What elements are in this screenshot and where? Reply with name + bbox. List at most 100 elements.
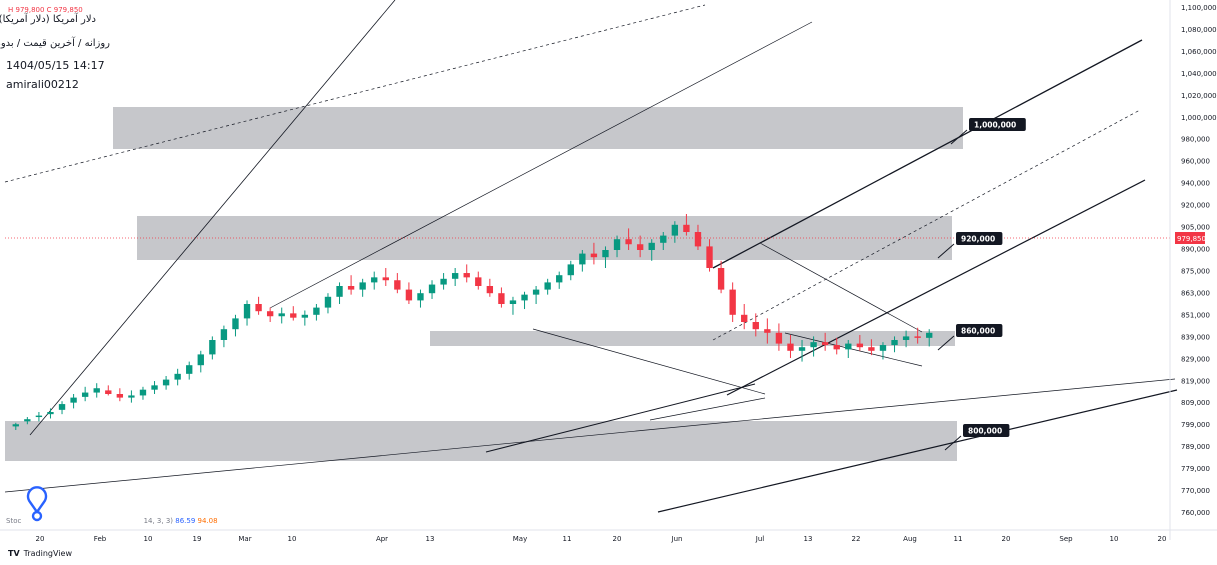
y-tick-label: 980,000	[1181, 136, 1210, 144]
zone-label-leader	[937, 243, 955, 259]
candle-body	[521, 294, 528, 301]
candle-body	[35, 415, 43, 418]
y-tick-label: 829,000	[1181, 355, 1210, 363]
candle-body	[706, 246, 713, 268]
candle-body	[451, 273, 459, 279]
candle-body	[498, 293, 505, 304]
x-tick-label: 13	[804, 535, 813, 543]
chart-subtitle: روزانه / آخرین قیمت / بدون تعدیل	[0, 38, 110, 49]
time-axis[interactable]: 20 Feb 10 19 Mar 10 Apr 13 May 11 20 Jun Jul 13 22 Aug 1…	[0, 529, 1217, 543]
zone-rect	[5, 421, 957, 461]
x-tick-label: 20	[613, 535, 622, 543]
y-tick-label: 779,000	[1181, 465, 1210, 473]
candle-body	[868, 347, 875, 351]
y-tick-label: 1,040,000	[1181, 70, 1217, 78]
candle-body	[47, 412, 54, 415]
candle-body	[162, 379, 170, 386]
candle-body	[556, 275, 563, 283]
zone-label-text: 920,000	[961, 235, 995, 244]
candle-body	[116, 394, 124, 398]
candle-body	[394, 280, 401, 290]
candle-body	[671, 224, 679, 236]
zone-label-leader	[950, 129, 968, 145]
candle-body	[405, 289, 413, 301]
candle-body	[856, 343, 864, 348]
zone-rect	[430, 331, 955, 346]
candle-body	[70, 397, 77, 403]
trend-line	[726, 179, 1146, 396]
x-tick-label: 20	[1002, 535, 1011, 543]
trend-line	[784, 332, 923, 367]
candle-body	[81, 392, 89, 397]
candle-body	[775, 332, 783, 344]
candle-body	[752, 322, 759, 330]
trend-line	[29, 0, 396, 436]
x-tick-label: Apr	[376, 535, 388, 543]
candle-body	[336, 286, 343, 297]
x-tick-label: Jun	[671, 535, 683, 543]
zone-label-badge	[956, 232, 1003, 245]
trend-line	[532, 328, 766, 395]
x-tick-label: Mar	[238, 535, 251, 543]
zone-label-badge	[963, 424, 1010, 437]
tradingview-brand: TradingView	[23, 549, 72, 558]
price-axis[interactable]: 760,000 770,000 779,000 789,000 799,000 809,0…	[1169, 0, 1217, 540]
y-tick-label: 863,000	[1181, 289, 1210, 297]
y-tick-label: 905,000	[1181, 224, 1210, 232]
x-tick-label: 11	[563, 535, 572, 543]
x-tick-label: 20	[36, 535, 45, 543]
candle-body	[879, 345, 887, 351]
candle-body	[486, 286, 494, 294]
trend-line	[657, 389, 1178, 513]
zone-label-badge	[956, 324, 1003, 337]
y-tick-label: 1,080,000	[1181, 26, 1217, 34]
candle-body	[301, 314, 309, 318]
trend-line	[485, 383, 756, 453]
candle-body	[926, 332, 933, 338]
zone-label-text: 800,000	[968, 427, 1002, 436]
y-tick-label: 851,000	[1181, 311, 1210, 319]
candle-body	[914, 336, 921, 338]
candlesticks	[12, 214, 933, 430]
support-resistance-zones	[5, 107, 963, 461]
tradingview-logo[interactable]: TV TradingView	[8, 549, 72, 558]
y-tick-label: 1,100,000	[1181, 4, 1217, 12]
candle-body	[810, 342, 817, 348]
x-tick-label: 13	[426, 535, 435, 543]
candle-body	[648, 242, 655, 250]
candle-body	[24, 419, 31, 422]
chart-title: دلار آمریکا (دلار آمریکا)	[0, 14, 96, 25]
x-tick-label: Sep	[1059, 535, 1073, 543]
x-tick-label: 10	[144, 535, 153, 543]
candle-body	[764, 329, 771, 333]
candle-body	[278, 313, 285, 317]
candle-body	[243, 304, 251, 319]
zone-label-leader	[937, 335, 955, 351]
candle-body	[625, 239, 632, 245]
candle-body	[590, 253, 598, 258]
candle-body	[532, 289, 540, 295]
candle-body	[347, 286, 355, 290]
candle-body	[579, 253, 586, 265]
candle-body	[694, 232, 702, 247]
candle-body	[567, 264, 574, 276]
candle-body	[58, 404, 66, 410]
candle-body	[891, 340, 898, 346]
candle-body	[717, 268, 725, 290]
chart-author: amirali00212	[6, 78, 79, 91]
trend-line	[649, 397, 766, 421]
candle-body	[821, 342, 829, 346]
y-tick-label: 920,000	[1181, 202, 1210, 210]
candle-body	[417, 293, 424, 301]
zone-label-badge	[969, 118, 1026, 131]
indicator-params: 14, 3, 3)	[143, 517, 174, 525]
zone-rect	[137, 216, 952, 260]
ohlc-readout: H 979,800 C 979,850	[8, 6, 83, 14]
candle-body	[428, 284, 436, 294]
candle-body	[683, 224, 690, 232]
stochastic-indicator-legend[interactable]: Stoc 14, 3, 3) 86.59 94.08	[6, 517, 218, 525]
drawing-tool-icon[interactable]	[26, 486, 48, 522]
candle-body	[290, 313, 297, 318]
trend-line	[269, 21, 813, 309]
